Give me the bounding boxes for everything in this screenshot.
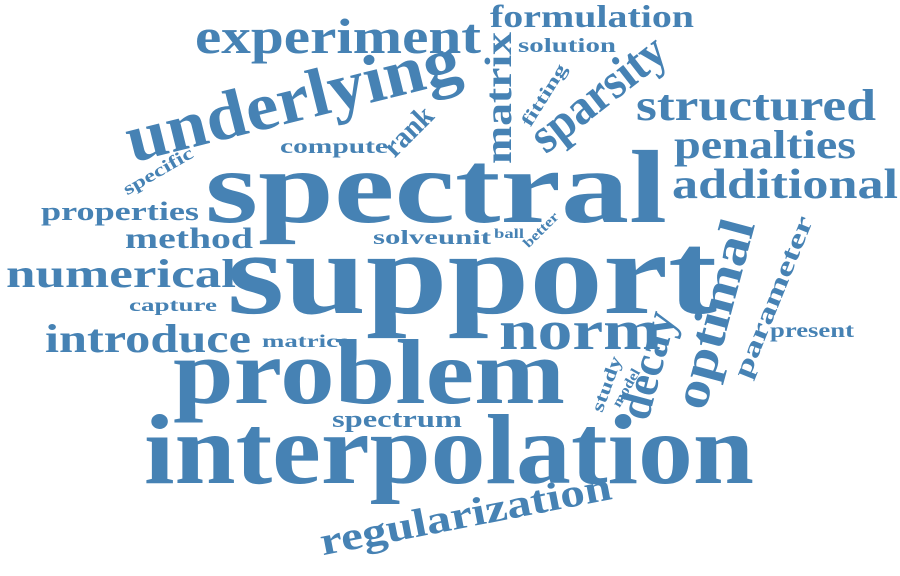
word-introduce: introduce xyxy=(45,316,251,361)
word-formulation: formulation xyxy=(490,0,694,34)
words-layer: interpolation support spectral problem u… xyxy=(6,0,898,564)
word-present: present xyxy=(770,320,854,342)
word-spectral: spectral xyxy=(205,130,667,245)
word-ball: ball xyxy=(494,227,524,242)
word-norm: norm xyxy=(499,300,661,362)
word-spectrum: spectrum xyxy=(332,407,462,433)
word-solveunit: solveunit xyxy=(373,227,492,249)
word-additional: additional xyxy=(672,162,898,208)
word-method: method xyxy=(125,222,253,255)
word-structured: structured xyxy=(636,81,876,130)
word-compute: compute xyxy=(280,136,388,158)
word-solution: solution xyxy=(518,35,616,57)
word-support: support xyxy=(227,208,717,339)
word-matrice: matrice xyxy=(262,331,350,351)
word-capture: capture xyxy=(129,295,217,315)
word-numerical: numerical xyxy=(6,251,236,296)
word-penalties: penalties xyxy=(674,122,856,167)
word-experiment: experiment xyxy=(195,8,481,64)
word-properties: properties xyxy=(41,197,199,226)
word-matrix: matrix xyxy=(478,32,520,164)
word-problem: problem xyxy=(173,321,565,423)
word-interpolation: interpolation xyxy=(144,394,754,505)
